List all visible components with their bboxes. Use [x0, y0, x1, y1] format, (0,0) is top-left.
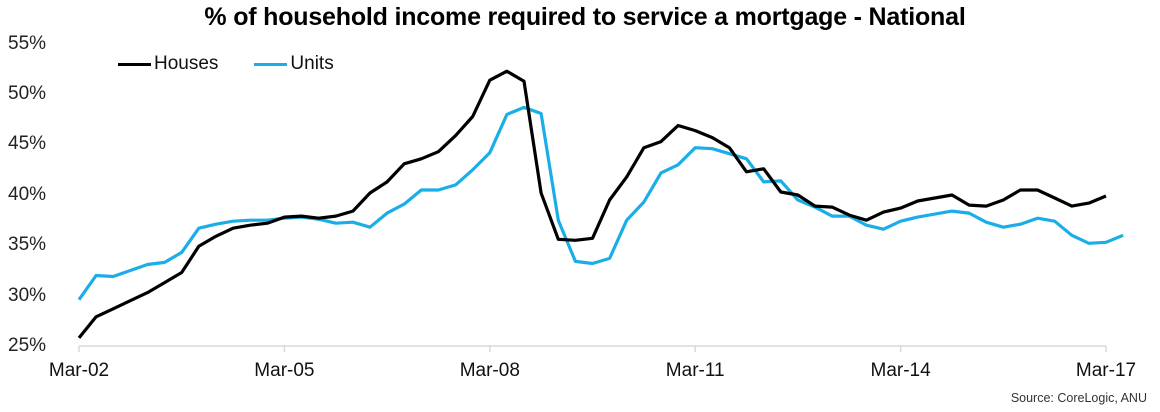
legend: Houses Units	[118, 53, 370, 75]
legend-label: Houses	[154, 53, 219, 74]
y-tick-label: 40%	[8, 184, 47, 205]
y-tick-label: 45%	[8, 133, 47, 154]
x-tick-label: Mar-17	[1075, 360, 1137, 381]
units-series-line	[77, 105, 1124, 301]
units-line-swatch-icon	[254, 62, 288, 66]
y-tick-label: 50%	[8, 83, 47, 104]
x-tick-label: Mar-05	[254, 360, 315, 381]
y-tick-label: 55%	[8, 33, 47, 54]
y-tick-label: 30%	[8, 285, 47, 306]
houses-series-line	[77, 69, 1107, 339]
x-axis-line	[78, 345, 1107, 352]
x-tick-label: Mar-14	[870, 360, 931, 381]
legend-item-houses: Houses	[118, 53, 218, 75]
chart-title: % of household income required to servic…	[204, 3, 966, 31]
x-tick-label: Mar-02	[48, 360, 110, 381]
source-note: Source: CoreLogic, ANU	[1010, 391, 1147, 405]
x-tick-label: Mar-08	[459, 360, 520, 381]
legend-item-units: Units	[254, 53, 334, 75]
y-tick-label: 25%	[8, 335, 47, 356]
x-tick-label: Mar-11	[665, 360, 725, 381]
legend-label: Units	[290, 53, 334, 74]
y-tick-label: 35%	[8, 234, 47, 255]
houses-line-swatch-icon	[118, 62, 151, 66]
